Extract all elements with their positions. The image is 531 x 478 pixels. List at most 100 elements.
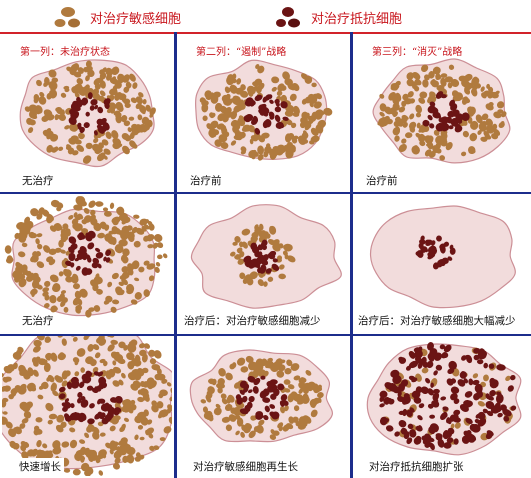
sensitive-cell — [103, 148, 111, 155]
sensitive-cell — [60, 92, 67, 98]
panel-untreated-2: 无治疗 — [2, 194, 172, 334]
sensitive-cell — [216, 382, 225, 389]
sensitive-cell — [128, 116, 135, 121]
resistant-cell — [254, 94, 263, 102]
sensitive-cell — [323, 107, 333, 116]
sensitive-cell — [85, 356, 94, 365]
resistant-cell — [100, 412, 106, 418]
sensitive-cell — [61, 230, 71, 237]
sensitive-cell — [14, 384, 22, 393]
sensitive-cell — [39, 92, 45, 98]
sensitive-cell — [289, 93, 297, 102]
resistant-cell — [259, 109, 266, 116]
sensitive-cell — [105, 131, 112, 140]
sensitive-cell — [483, 374, 489, 382]
column-heading-2: 第二列：“遏制”战略 — [196, 47, 287, 58]
sensitive-cell — [444, 76, 453, 83]
sensitive-cell — [85, 309, 92, 318]
sensitive-cell — [139, 388, 147, 395]
resistant-cell — [97, 106, 104, 114]
sensitive-cell — [46, 114, 55, 121]
resistant-cell — [274, 106, 282, 113]
sensitive-cell — [137, 424, 144, 430]
sensitive-cell — [285, 150, 292, 157]
sensitive-cell — [93, 222, 102, 232]
resistant-cell — [398, 357, 407, 364]
resistant-cell — [89, 231, 95, 239]
resistant-cell — [70, 243, 78, 251]
resistant-cell — [261, 244, 268, 251]
sensitive-cell — [68, 215, 74, 220]
sensitive-cell — [77, 213, 83, 219]
resistant-cell — [282, 116, 289, 121]
resistant-cell — [79, 245, 87, 255]
sensitive-cell — [103, 360, 108, 367]
sensitive-cell — [113, 138, 121, 145]
sensitive-cell — [166, 407, 172, 414]
resistant-cell — [236, 397, 243, 405]
sensitive-cell — [149, 107, 156, 116]
resistant-cell — [244, 404, 251, 413]
sensitive-cell — [254, 224, 259, 230]
sensitive-cell — [294, 394, 303, 403]
resistant-cell — [437, 438, 445, 448]
sensitive-cell — [307, 115, 314, 122]
sensitive-cell — [221, 416, 231, 423]
resistant-cell — [403, 433, 410, 439]
sensitive-cell — [135, 227, 145, 235]
sensitive-cell — [493, 128, 501, 136]
sensitive-cell — [409, 125, 416, 133]
sensitive-cell — [475, 83, 481, 89]
sensitive-cell — [125, 81, 131, 87]
sensitive-cell — [293, 135, 299, 140]
sensitive-cell — [31, 291, 35, 298]
diagram-grid: 第一列：未治疗状态 无治疗 第二列：“遏制”战略 治疗前 第三列：“消灭”战略 … — [0, 30, 531, 478]
sensitive-cell — [143, 289, 150, 297]
resistant-cell — [94, 104, 99, 110]
sensitive-cell — [54, 114, 59, 120]
sensitive-cell — [238, 241, 244, 248]
resistant-cell — [91, 387, 99, 394]
sensitive-cell — [102, 67, 107, 73]
resistant-cell — [279, 123, 285, 129]
sensitive-cell — [483, 130, 490, 137]
resistant-cell — [446, 418, 452, 425]
sensitive-cell — [227, 75, 234, 83]
resistant-cell — [446, 378, 454, 386]
sensitive-cell — [66, 144, 72, 151]
sensitive-cell — [424, 74, 430, 81]
sensitive-cell — [257, 153, 264, 161]
sensitive-cell — [51, 306, 58, 312]
resistant-cell — [457, 379, 466, 387]
sensitive-cell — [54, 146, 59, 152]
sensitive-cell — [9, 440, 17, 449]
sensitive-cell — [122, 444, 131, 452]
sensitive-cell — [133, 240, 141, 248]
resistant-cell — [409, 429, 417, 438]
resistant-cell — [447, 256, 453, 261]
sensitive-cell — [21, 451, 29, 460]
sensitive-cell — [79, 446, 87, 456]
resistant-cell — [433, 370, 438, 376]
resistant-cell — [277, 383, 285, 391]
resistant-cell — [453, 409, 461, 416]
resistant-cell — [433, 263, 438, 269]
sensitive-cell — [287, 393, 295, 403]
resistant-cell — [243, 115, 252, 123]
sensitive-cell — [247, 88, 254, 97]
tumor-illustration — [190, 204, 342, 309]
grid-line-col-1 — [174, 32, 177, 478]
sensitive-cell — [462, 130, 469, 138]
sensitive-cell — [286, 106, 291, 112]
sensitive-cell — [148, 349, 156, 357]
sensitive-cell — [461, 96, 469, 105]
resistant-cell — [416, 435, 422, 442]
tumor-illustration — [372, 58, 511, 164]
sensitive-cell — [113, 110, 121, 116]
sensitive-cell — [21, 242, 28, 248]
sensitive-cell — [122, 256, 129, 264]
sensitive-cell — [239, 131, 246, 139]
resistant-cell — [254, 127, 261, 135]
resistant-cell — [77, 397, 82, 404]
resistant-cell — [251, 245, 260, 254]
